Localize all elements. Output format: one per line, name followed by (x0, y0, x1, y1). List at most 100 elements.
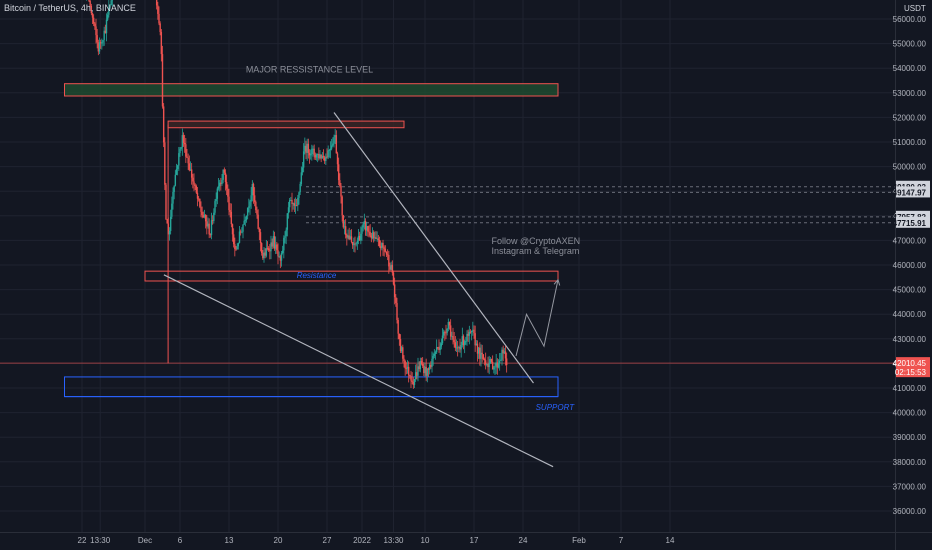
candle-body (476, 343, 479, 354)
candle-body (328, 149, 331, 151)
candle-body (101, 42, 103, 44)
x-tick-label: Feb (572, 536, 586, 545)
candle-body (363, 221, 366, 224)
candle-body (162, 106, 165, 143)
candle-body (428, 364, 431, 370)
candle-body (321, 156, 324, 159)
candle-body (411, 380, 413, 382)
candle-body (323, 157, 326, 161)
candle-body (320, 154, 322, 159)
candle-body (283, 237, 285, 251)
candle-body (462, 336, 465, 346)
candle-body (474, 333, 476, 346)
candle-body (302, 151, 305, 168)
candle-body (189, 169, 192, 171)
candle-body (318, 153, 320, 159)
candle-body (419, 361, 422, 370)
x-tick-label: 13:30 (90, 536, 111, 545)
candle-body (308, 152, 311, 156)
candle-body (196, 192, 199, 199)
candle-body (367, 226, 369, 232)
candle-body (501, 349, 503, 360)
candle-body (370, 235, 373, 239)
candle-body (349, 236, 352, 240)
level-price-tag (896, 210, 930, 222)
candle-body (418, 366, 420, 370)
candle-body (238, 231, 241, 243)
candle-body (391, 264, 394, 273)
candle-body (181, 135, 184, 148)
y-tick-label: 41000.00 (893, 384, 927, 393)
candle-body (388, 255, 390, 267)
candle-body (362, 223, 364, 228)
candle-body (299, 183, 301, 193)
y-tick-label: 52000.00 (893, 113, 927, 122)
candle-body (350, 236, 353, 242)
candle-body (98, 42, 101, 52)
level-price-tag (896, 186, 930, 198)
candle-body (213, 212, 215, 221)
candle-body (336, 153, 339, 165)
candle-body (356, 240, 359, 244)
candle-body (245, 215, 248, 220)
candle-body (185, 144, 187, 157)
candle-body (377, 238, 380, 241)
candle-body (484, 360, 487, 365)
candle-body (340, 185, 342, 197)
candle-body (473, 329, 475, 334)
candle-body (426, 368, 429, 376)
candle-body (237, 242, 240, 247)
candle-body (307, 143, 310, 153)
candle-body (99, 42, 102, 44)
candle-body (155, 0, 158, 6)
candle-body (221, 179, 223, 184)
candle-body (287, 207, 290, 214)
candle-body (95, 26, 97, 36)
candle-body (199, 198, 201, 207)
candle-body (102, 40, 104, 43)
candle-body (493, 367, 495, 370)
candle-body (455, 347, 458, 349)
candle-body (241, 231, 243, 233)
candle-body (389, 266, 391, 270)
candle-body (304, 145, 306, 152)
x-tick-label: Dec (138, 536, 152, 545)
candle-body (451, 335, 453, 337)
trendline-descending-upper (333, 112, 534, 384)
candle-body (490, 358, 493, 362)
candle-body (225, 182, 228, 189)
candle-body (183, 142, 186, 145)
zone-resistance-upper (167, 120, 405, 129)
candle-body (180, 147, 182, 149)
candle-body (294, 205, 297, 207)
candle-body (344, 226, 347, 235)
candle-body (329, 148, 332, 150)
current-price-tag (896, 357, 930, 378)
candle-body (273, 236, 276, 249)
candle-body (192, 177, 194, 182)
candle-body (234, 244, 236, 249)
x-tick-label: 7 (619, 536, 624, 545)
candle-body (458, 347, 460, 348)
candle-body (500, 359, 502, 361)
candle-body (272, 236, 275, 247)
candle-body (346, 234, 348, 238)
candle-body (178, 153, 180, 166)
candle-countdown-label: 02:15:53 (895, 368, 927, 377)
candle-body (427, 368, 430, 370)
candle-body (481, 352, 483, 355)
y-tick-label: 56000.00 (893, 15, 927, 24)
candle-body (167, 223, 170, 235)
candle-body (405, 368, 408, 370)
candle-body (203, 214, 206, 218)
candle-body (469, 331, 472, 333)
candle-body (365, 226, 368, 231)
candle-body (188, 163, 191, 171)
candle-body (204, 214, 207, 222)
candle-body (347, 235, 349, 238)
candle-body (489, 358, 492, 364)
candle-body (161, 54, 164, 107)
candle-body (270, 242, 272, 252)
candle-body (90, 5, 93, 14)
